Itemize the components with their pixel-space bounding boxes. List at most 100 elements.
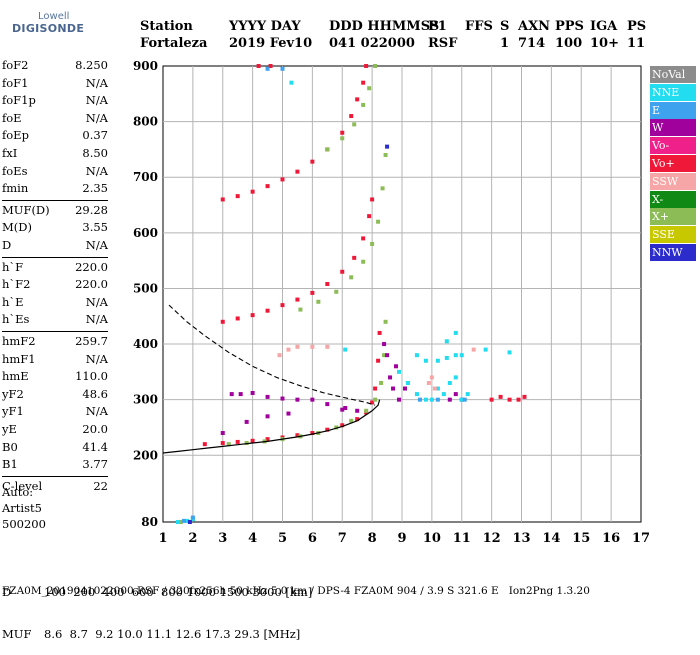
data-point-vo- [202,442,207,447]
data-point-vo- [295,297,300,302]
header-pps-value: 100 [555,36,583,51]
param-name: fmin [2,181,29,196]
muf-distance-table: D 100 200 400 600 800 1000 1500 3000 [km]… [2,557,312,655]
param-row: foEs N/A [2,163,108,180]
param-value: N/A [85,75,108,90]
logo-digisonde: DIGISONDE [12,22,85,35]
data-point-nne [483,347,488,352]
param-name: h`Es [2,312,30,327]
param-name: fxI [2,146,18,160]
data-point-x- [376,219,381,224]
data-point-vo- [310,290,315,295]
data-point-x- [349,418,354,423]
param-row: yF2 48.6 [2,386,108,403]
data-point-nne [459,397,464,402]
data-point-x- [370,241,375,246]
data-point-ssw [325,344,330,349]
data-point-x- [244,441,249,446]
data-point-nne [405,380,410,385]
data-point-nne [453,330,458,335]
legend-item: X- [650,190,696,208]
data-point-vo- [235,316,240,321]
data-point-w [244,419,249,424]
param-row: foE N/A [2,110,108,127]
data-point-vo- [361,236,366,241]
param-value: 48.6 [82,386,108,401]
auto-label: Auto: [2,485,34,499]
header-p1-label: P1 [428,19,447,34]
param-separator [2,331,108,332]
legend-item: X+ [650,208,696,226]
x-tick-label: 12 [483,531,501,546]
param-name: h`E [2,294,24,309]
data-point-nne [423,397,428,402]
data-point-nne [289,80,294,85]
data-point-x- [364,408,369,413]
data-point-vo- [265,184,270,189]
param-row: M(D) 3.55 [2,219,108,236]
data-point-vo- [367,214,372,219]
header-iga-value: 10+ [590,36,619,51]
param-value: 220.0 [75,277,108,292]
data-point-nne [414,392,419,397]
param-row: h`Es N/A [2,311,108,328]
x-tick-label: 17 [632,531,650,546]
data-point-ssw [429,375,434,380]
param-name: yE [2,422,17,436]
data-point-vo- [522,394,527,399]
param-name: h`F [2,259,24,274]
auto-program: Artist5 [2,501,42,515]
param-row: B0 41.4 [2,439,108,456]
header-station-label: Station [140,19,193,34]
data-point-x- [361,102,366,107]
header-station-value: Fortaleza [140,36,208,51]
param-row: h`E N/A [2,294,108,311]
data-point-x- [349,275,354,280]
data-point-e [462,397,467,402]
dashed-curve [168,304,376,406]
auto-version: 500200 [2,517,46,531]
param-name: foF1 [2,75,29,90]
x-tick-label: 1 [158,531,167,546]
data-point-w [340,407,345,412]
param-row: foF2 8.250 [2,57,108,74]
param-name: foE [2,110,22,125]
x-tick-label: 7 [338,531,347,546]
data-point-vo- [361,80,366,85]
data-point-ssw [286,347,291,352]
data-point-w [280,396,285,401]
param-name: hmF1 [2,351,36,366]
param-value: N/A [85,93,108,108]
param-row: yF1 N/A [2,403,108,420]
data-point-ssw [277,353,282,358]
muf-row-values: 8.6 8.7 9.2 10.0 11.1 12.6 17.3 29.3 [MH… [44,627,301,641]
param-separator [2,475,108,477]
plot-grid [162,65,642,523]
y-tick-label: 600 [133,226,158,240]
header-time-label: DDD HHMMSS [329,19,440,34]
param-row: foEp 0.37 [2,127,108,144]
param-name: C-level [2,478,43,493]
legend-item: NNE [650,83,696,101]
param-name: hmE [2,369,29,384]
data-point-nnw [385,144,390,149]
header-s-label: S [500,19,510,34]
plot-ticks: 1 2 3 4 5 6 7 8 9 10 11 12 13 14 15 16 17802003004005006… [133,59,650,546]
data-point-nne [441,392,446,397]
data-point-vo- [355,97,360,102]
x-tick-label: 13 [512,531,530,546]
x-tick-label: 16 [602,531,620,546]
data-point-w [388,375,393,380]
data-point-w [343,406,348,410]
legend-item: SSE [650,226,696,244]
x-tick-label: 3 [218,531,227,546]
param-row: fxI 8.50 [2,145,108,162]
data-point-vo- [250,189,255,194]
param-value: N/A [85,110,108,125]
data-point-w [402,386,407,391]
legend-item: NoVal [650,66,696,83]
header-time-value: 041 022000 [329,36,415,51]
data-point-vo- [220,441,225,446]
plot-curves [162,304,381,454]
data-point-x- [383,152,388,157]
